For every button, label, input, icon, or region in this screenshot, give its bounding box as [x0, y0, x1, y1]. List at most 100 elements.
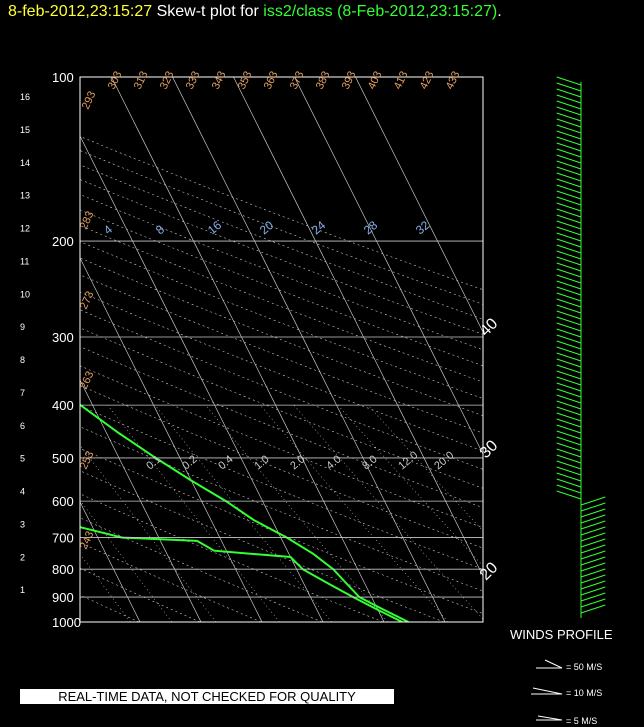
wind-barb	[580, 586, 606, 596]
mixing-ratio-label: 8	[153, 222, 167, 237]
height-tick-label: 11	[20, 256, 29, 266]
quality-notice: REAL-TIME DATA, NOT CHECKED FOR QUALITY	[20, 689, 394, 704]
mixing-ratio-line	[80, 444, 217, 622]
dry-adiabat-line	[80, 136, 483, 291]
wind-barb	[556, 202, 582, 212]
theta-label: 353	[236, 70, 255, 92]
chart-title: 8-feb-2012,23:15:27 Skew-t plot for iss2…	[8, 3, 502, 21]
pressure-tick-label: 400	[52, 398, 74, 413]
height-tick-label: 1	[20, 585, 25, 595]
theta-label: 293	[80, 90, 99, 112]
wind-barb	[556, 394, 582, 404]
wind-barb	[556, 274, 582, 284]
mixing-ratio-line	[107, 404, 280, 622]
wind-barb	[556, 250, 582, 260]
dry-adiabat-line	[80, 257, 483, 417]
isotherm-line	[0, 77, 18, 622]
wind-barb	[556, 160, 582, 170]
pressure-tick-label: 600	[52, 494, 74, 509]
wind-legend-50-symbol	[536, 659, 563, 669]
theta-label: 323	[158, 70, 177, 92]
dry-adiabat-line	[80, 209, 483, 367]
wind-barb	[556, 340, 582, 350]
wind-barb	[556, 286, 582, 296]
wind-barb	[556, 208, 582, 218]
wind-barb	[556, 478, 582, 488]
dry-adiabat-line	[80, 448, 483, 614]
dry-adiabat-line	[80, 241, 483, 399]
right-temperature-label: 20	[477, 559, 502, 584]
wind-barb	[580, 538, 606, 548]
dry-adiabat-line	[80, 164, 483, 320]
height-tick-label: 14	[20, 158, 30, 168]
wind-barb	[556, 412, 582, 422]
height-tick-label: 15	[20, 125, 30, 135]
title-date: 8-feb-2012,23:15:27	[8, 3, 153, 20]
pressure-tick-label: 300	[52, 330, 74, 345]
mixing-ratio-line	[80, 499, 173, 622]
wind-barb	[556, 448, 582, 458]
mixing-ratio-label: 20	[257, 218, 276, 238]
dry-adiabat-line	[80, 365, 483, 528]
wind-barb	[556, 280, 582, 290]
wind-barb	[556, 292, 582, 302]
dry-adiabat-line	[80, 225, 483, 383]
wind-barb	[556, 424, 582, 434]
theta-label: 383	[314, 70, 333, 92]
height-tick-label: 10	[20, 289, 30, 299]
wind-barb	[580, 556, 606, 566]
wind-barb	[580, 508, 606, 518]
mixing-ratio-label: 28	[361, 218, 380, 238]
wind-barb	[556, 328, 582, 338]
mixing-ratio-label: 4.0	[324, 453, 343, 472]
wind-barb	[556, 190, 582, 200]
wind-barb	[556, 214, 582, 224]
wind-barb	[556, 346, 582, 356]
wind-barb	[556, 436, 582, 446]
height-tick-label: 9	[20, 322, 25, 332]
wind-barb	[556, 124, 582, 134]
dry-adiabat-line	[0, 77, 17, 622]
pressure-tick-label: 900	[52, 590, 74, 605]
wind-barb	[580, 502, 606, 512]
mixing-ratio-line	[293, 404, 483, 620]
theta-label: 283	[78, 210, 97, 232]
mixing-ratio-label: 2.0	[288, 453, 307, 472]
theta-label: 303	[106, 70, 125, 92]
height-tick-label: 7	[20, 388, 25, 398]
winds-profile	[556, 76, 606, 618]
theta-label: 313	[132, 70, 151, 92]
wind-legend-10: = 10 M/S	[566, 688, 603, 698]
wind-barb	[580, 598, 606, 608]
wind-barb	[580, 544, 606, 554]
title-source: iss2/class (8-Feb-2012,23:15:27)	[263, 3, 498, 20]
pressure-tick-label: 100	[52, 70, 74, 85]
wind-legend-5-symbol	[536, 715, 563, 721]
wind-barb	[556, 112, 582, 122]
dewpoint-line	[80, 526, 403, 622]
wind-barb	[580, 568, 606, 578]
temperature-line	[80, 403, 409, 622]
wind-barb	[556, 130, 582, 140]
wind-barb	[556, 232, 582, 242]
wind-barb	[556, 388, 582, 398]
theta-label: 363	[262, 70, 281, 92]
wind-barb	[556, 178, 582, 188]
mixing-ratio-label: 32	[413, 218, 432, 238]
wind-barb	[556, 82, 582, 92]
height-tick-label: 13	[20, 191, 30, 201]
wind-barb	[556, 244, 582, 254]
theta-label: 343	[210, 70, 229, 92]
mixing-ratio-label: 16	[205, 218, 224, 238]
mixing-ratio-line	[367, 404, 483, 532]
wind-barb	[556, 94, 582, 104]
pressure-tick-label: 800	[52, 562, 74, 577]
pressure-tick-label: 1000	[52, 615, 81, 630]
dry-adiabat-line	[80, 385, 483, 549]
dry-adiabat-line	[80, 542, 262, 622]
dry-adiabat-line	[80, 150, 483, 305]
wind-barb	[556, 376, 582, 386]
wind-barb	[556, 298, 582, 308]
grid-layer	[0, 77, 483, 622]
wind-barb	[556, 460, 582, 470]
